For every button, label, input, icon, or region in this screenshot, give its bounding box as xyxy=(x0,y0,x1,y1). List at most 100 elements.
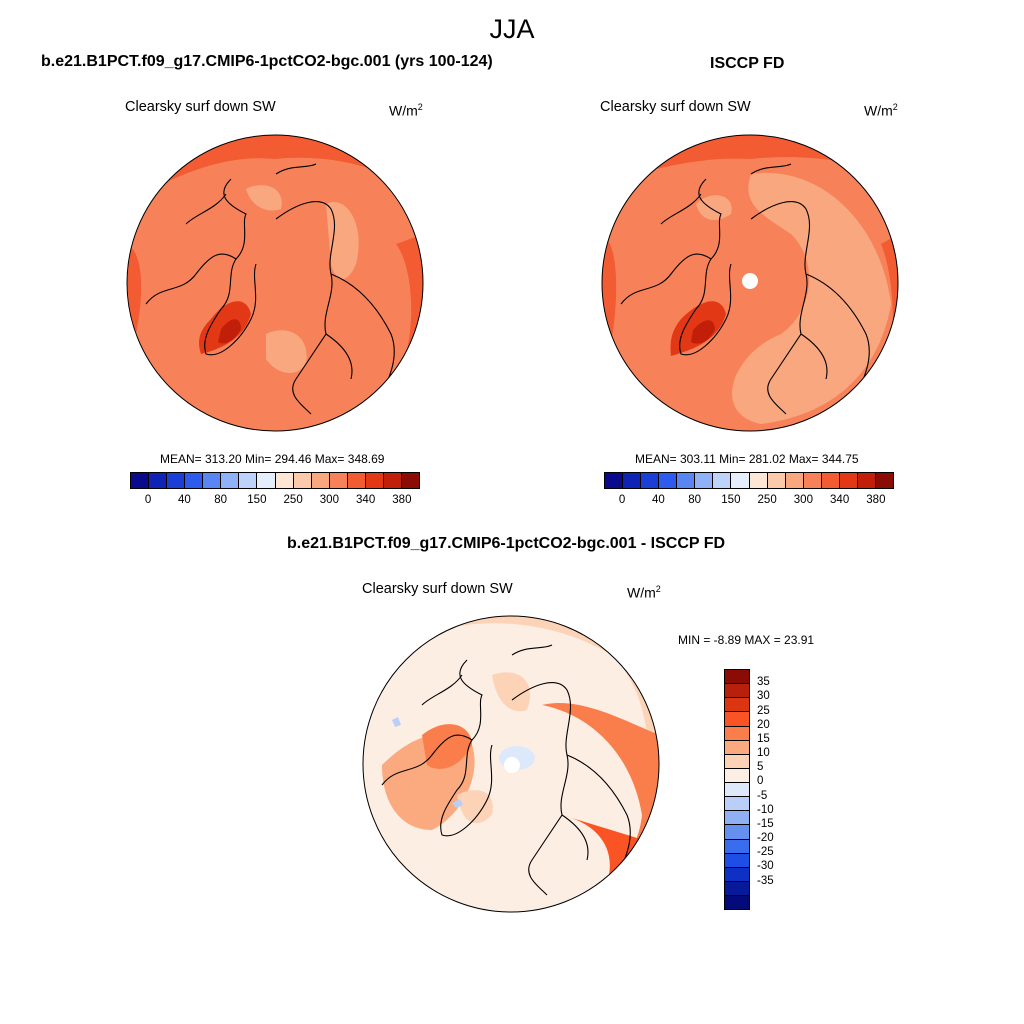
colorbar-swatch xyxy=(725,896,749,910)
colorbar-swatch xyxy=(821,473,840,488)
obs-panel-title: ISCCP FD xyxy=(710,55,785,72)
colorbar-swatch xyxy=(749,473,768,488)
model-colorbar-ticks: 0 40 80 150 250 300 340 380 xyxy=(130,494,420,510)
colorbar-tick-label: -10 xyxy=(757,803,774,816)
colorbar-swatch xyxy=(725,712,749,727)
colorbar-tick-label: 30 xyxy=(757,690,770,703)
colorbar-swatch xyxy=(725,825,749,840)
colorbar-tick-label: 25 xyxy=(757,704,770,717)
model-field-light-patch-3 xyxy=(246,185,282,211)
colorbar-swatch xyxy=(131,473,150,488)
colorbar-swatch xyxy=(725,684,749,699)
colorbar-tick-label: 35 xyxy=(757,676,770,689)
colorbar-swatch xyxy=(725,797,749,812)
colorbar-swatch xyxy=(725,783,749,798)
colorbar-tick-label: -25 xyxy=(757,846,774,859)
colorbar-tick-label: 250 xyxy=(283,494,303,506)
diff-variable-label: Clearsky surf down SW xyxy=(362,581,513,597)
colorbar-swatch xyxy=(725,839,749,854)
model-greenland-peak xyxy=(218,319,241,344)
obs-colorbar-ticks: 0 40 80 150 250 300 340 380 xyxy=(604,494,894,510)
colorbar-swatch xyxy=(731,473,750,488)
colorbar-tick-label: 5 xyxy=(757,761,764,774)
colorbar-swatch xyxy=(401,473,419,488)
diff-units-label: W/m2 xyxy=(627,584,661,601)
colorbar-swatch xyxy=(725,881,749,896)
colorbar-tick-label: 250 xyxy=(757,494,777,506)
colorbar-swatch xyxy=(365,473,384,488)
colorbar-swatch xyxy=(803,473,822,488)
colorbar-tick-label: 40 xyxy=(177,494,191,506)
colorbar-swatch xyxy=(383,473,402,488)
colorbar-swatch xyxy=(329,473,348,488)
colorbar-tick-label: 80 xyxy=(214,494,228,506)
obs-polar-map xyxy=(601,134,899,432)
colorbar-swatch xyxy=(641,473,660,488)
model-map-boundary xyxy=(126,134,424,432)
colorbar-tick-label: -35 xyxy=(757,874,774,887)
colorbar-swatch xyxy=(785,473,804,488)
diff-map-boundary xyxy=(362,615,660,913)
colorbar-swatch xyxy=(167,473,186,488)
colorbar-tick-label: 300 xyxy=(319,494,339,506)
model-colorbar xyxy=(130,472,420,489)
colorbar-swatch xyxy=(725,811,749,826)
colorbar-tick-label: 20 xyxy=(757,718,770,731)
model-polar-map xyxy=(126,134,424,432)
obs-stats: MEAN= 303.11 Min= 281.02 Max= 344.75 xyxy=(635,452,859,466)
colorbar-swatch xyxy=(695,473,714,488)
obs-colorbar xyxy=(604,472,894,489)
colorbar-swatch xyxy=(839,473,858,488)
model-field-light-patch-2 xyxy=(266,330,307,374)
colorbar-swatch xyxy=(725,867,749,882)
colorbar-swatch xyxy=(857,473,876,488)
model-field-base xyxy=(127,135,423,431)
model-stats: MEAN= 313.20 Min= 294.46 Max= 348.69 xyxy=(160,452,385,466)
colorbar-swatch xyxy=(347,473,366,488)
colorbar-tick-label: 150 xyxy=(247,494,267,506)
colorbar-swatch xyxy=(275,473,294,488)
colorbar-swatch xyxy=(767,473,786,488)
colorbar-swatch xyxy=(239,473,258,488)
colorbar-swatch xyxy=(725,726,749,741)
colorbar-tick-label: 0 xyxy=(618,494,626,506)
model-variable-label: Clearsky surf down SW xyxy=(125,99,276,115)
colorbar-swatch xyxy=(257,473,276,488)
obs-field-light-patch xyxy=(696,195,732,220)
colorbar-swatch xyxy=(875,473,893,488)
season-title: JJA xyxy=(489,14,535,44)
colorbar-swatch xyxy=(221,473,240,488)
colorbar-tick-label: 0 xyxy=(757,775,764,788)
colorbar-swatch xyxy=(203,473,222,488)
colorbar-tick-label: 340 xyxy=(356,494,376,506)
obs-units-label: W/m2 xyxy=(864,102,898,119)
diff-stats: MIN = -8.89 MAX = 23.91 xyxy=(678,633,815,647)
colorbar-tick-label: 0 xyxy=(144,494,152,506)
colorbar-swatch xyxy=(725,754,749,769)
diff-polar-map xyxy=(362,615,660,913)
colorbar-tick-label: -30 xyxy=(757,860,774,873)
colorbar-swatch xyxy=(311,473,330,488)
colorbar-tick-label: -15 xyxy=(757,817,774,830)
colorbar-swatch xyxy=(725,670,749,685)
colorbar-tick-label: 150 xyxy=(721,494,741,506)
colorbar-tick-label: -5 xyxy=(757,789,768,802)
diff-coastlines xyxy=(381,644,631,896)
colorbar-tick-label: 15 xyxy=(757,732,770,745)
colorbar-swatch xyxy=(623,473,642,488)
obs-polar-hole xyxy=(742,273,758,289)
colorbar-swatch xyxy=(293,473,312,488)
colorbar-swatch xyxy=(725,768,749,783)
colorbar-swatch xyxy=(605,473,624,488)
colorbar-swatch xyxy=(659,473,678,488)
diff-polar-hole xyxy=(504,757,520,773)
obs-greenland-peak xyxy=(691,320,715,344)
colorbar-tick-label: 380 xyxy=(392,494,412,506)
model-panel-title: b.e21.B1PCT.f09_g17.CMIP6-1pctCO2-bgc.00… xyxy=(41,53,493,70)
colorbar-swatch xyxy=(725,740,749,755)
colorbar-tick-label: 40 xyxy=(651,494,665,506)
colorbar-tick-label: 80 xyxy=(688,494,702,506)
colorbar-tick-label: 300 xyxy=(793,494,813,506)
colorbar-tick-label: 380 xyxy=(866,494,886,506)
model-coastlines xyxy=(145,163,395,415)
